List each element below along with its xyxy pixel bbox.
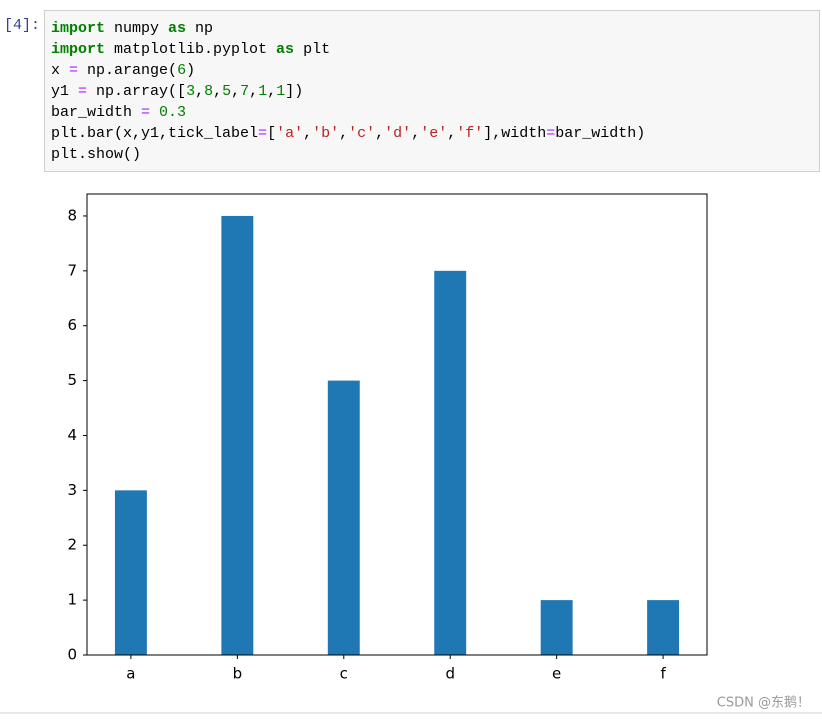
y-tick-label: 6 [67,316,77,334]
x-tick-label: b [233,665,243,683]
code-token: , [249,83,259,100]
code-token: = [141,104,151,121]
cell-prompt: [4]: [4,17,41,34]
code-token: = [78,83,88,100]
watermark: CSDN @东鹅！ [717,695,810,711]
code-token: 7 [240,83,250,100]
code-token: plt.show() [51,146,142,163]
code-line: x = np.arange(6) [51,60,645,81]
code-token: 'c' [348,125,376,142]
code-token: import [51,20,106,37]
code-token: , [303,125,313,142]
code-token: , [411,125,421,142]
x-tick-label: c [340,665,348,683]
code-token: as [276,41,295,58]
code-token: 'f' [456,125,484,142]
x-tick-label: a [126,665,135,683]
code-token: , [267,83,277,100]
code-token: y1 [51,83,79,100]
bar [434,270,467,655]
y-tick-label: 4 [67,426,77,444]
y-tick-label: 2 [67,536,77,554]
code-token: , [339,125,349,142]
code-token: , [213,83,223,100]
code: import numpy as np import matplotlib.pypl… [51,18,645,165]
y-tick-label: 7 [67,261,77,279]
code-token: , [375,125,385,142]
code-token: 'a' [276,125,304,142]
code-token: ]) [285,83,304,100]
code-cell[interactable]: import numpy as np import matplotlib.pypl… [44,10,820,172]
code-token: x [51,62,70,79]
axes-frame [86,193,708,656]
code-token: 'e' [420,125,448,142]
code-line: plt.bar(x,y1,tick_label=['a','b','c','d'… [51,123,645,144]
y-tick-label: 5 [67,371,77,389]
x-tick-label: d [445,665,455,683]
y-tick-label: 1 [67,591,77,609]
code-token: ) [186,62,196,79]
code-token: , [195,83,205,100]
code-line: plt.show() [51,144,645,165]
code-token: = [69,62,79,79]
y-tick-label: 3 [67,481,77,499]
code-token: ],width [483,125,547,142]
x-tick-label: e [552,665,561,683]
code-token: 'b' [312,125,340,142]
code-token: = [546,125,556,142]
code-token: numpy [105,20,169,37]
code-token: [ [267,125,277,142]
code-token: import [51,41,106,58]
code-token: 6 [177,62,187,79]
bar [647,600,680,655]
bar [540,600,573,655]
code-token: np.arange( [78,62,178,79]
code-line: import numpy as np [51,18,645,39]
code-token: 0.3 [159,104,187,121]
y-tick-label: 0 [67,646,77,664]
code-token: plt [294,41,331,58]
code-token: 3 [186,83,196,100]
code-line: import matplotlib.pyplot as plt [51,39,645,60]
code-token: = [258,125,268,142]
code-token: matplotlib.pyplot [105,41,277,58]
code-token: , [231,83,241,100]
bar [327,380,360,655]
bar [221,215,254,655]
code-line: bar_width = 0.3 [51,102,645,123]
x-tick-label: f [660,665,666,683]
code-token: 'd' [384,125,412,142]
code-token: bar_width) [555,125,646,142]
code-token: 1 [258,83,268,100]
code-token: 5 [222,83,232,100]
code-token: , [447,125,457,142]
code-token: plt.bar(x,y1,tick_label [51,125,259,142]
code-token: np [186,20,214,37]
code-token: 8 [204,83,214,100]
code-token: as [168,20,187,37]
code-token: np.array([ [87,83,187,100]
code-token: 1 [276,83,286,100]
code-token: bar_width [51,104,142,121]
y-tick-label: 8 [67,206,77,224]
code-line: y1 = np.array([3,8,5,7,1,1]) [51,81,645,102]
bar [114,490,147,655]
